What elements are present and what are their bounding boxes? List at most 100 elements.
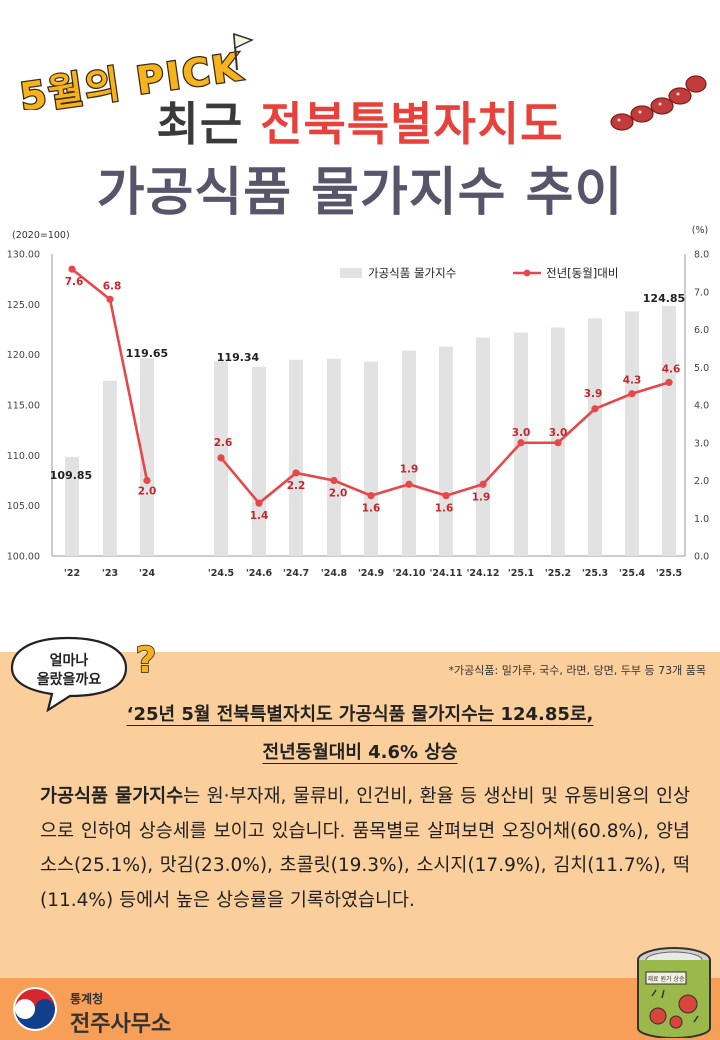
- line-data-label: 1.9: [400, 463, 419, 475]
- x-tick-label: '22: [64, 568, 80, 579]
- bar: [364, 361, 378, 556]
- line-point: [68, 265, 76, 273]
- line-data-label: 4.3: [623, 375, 642, 387]
- bar: [402, 350, 416, 556]
- left-axis-unit: (2020=100): [12, 230, 70, 241]
- right-tick-label: 0.0: [694, 552, 709, 563]
- right-tick-label: 2.0: [694, 476, 709, 487]
- x-tick-label: '24.11: [430, 568, 463, 579]
- price-index-chart: (2020=100) (%) 100.00 105.00 110.00 115.00 120…: [7, 225, 709, 579]
- right-tick-label: 3.0: [694, 438, 709, 449]
- x-tick-label: '25.5: [656, 568, 682, 579]
- right-axis-unit: (%): [692, 225, 708, 236]
- x-tick-label: '23: [102, 568, 118, 579]
- legend-line-marker: [523, 269, 531, 277]
- left-tick-label: 125.00: [7, 300, 40, 311]
- bar: [662, 305, 676, 556]
- left-tick-label: 130.00: [7, 250, 40, 261]
- line-data-label: 2.0: [329, 488, 348, 500]
- line-point: [517, 439, 525, 447]
- x-tick-label: '24: [139, 568, 156, 579]
- legend-bar-swatch: [340, 268, 362, 278]
- line-data-label: 3.0: [549, 427, 568, 439]
- org-name-small: 통계청: [70, 992, 104, 1006]
- line-point: [143, 476, 151, 485]
- line-point: [591, 405, 599, 413]
- x-tick-label: '24.10: [393, 568, 426, 579]
- title-prefix: 최근: [156, 97, 261, 151]
- canned-food-icon: 재료 원가 상승: [637, 947, 711, 1038]
- legend-bar-label: 가공식품 물가지수: [368, 266, 456, 280]
- x-tick-label: '24.6: [246, 568, 273, 579]
- x-tick-label: '25.3: [582, 568, 608, 579]
- line-point: [442, 492, 450, 500]
- headline-line2: 전년동월대비 4.6% 상승: [262, 742, 458, 763]
- right-tick-label: 7.0: [694, 287, 709, 298]
- right-tick-label: 4.0: [694, 401, 709, 412]
- x-tick-label: '24.5: [208, 568, 234, 579]
- x-tick-label: '24.9: [358, 568, 384, 579]
- line-point: [217, 454, 225, 462]
- x-tick-label: '24.8: [321, 568, 348, 579]
- line-data-label: 1.6: [435, 503, 454, 515]
- line-data-label: 2.2: [287, 480, 306, 492]
- svg-text:?: ?: [136, 640, 157, 681]
- bar: [252, 366, 266, 556]
- right-tick-label: 8.0: [694, 250, 709, 261]
- body-bold-term: 가공식품 물가지수: [40, 786, 184, 807]
- x-tick-label: '24.12: [467, 568, 500, 579]
- right-tick-label: 5.0: [694, 363, 709, 374]
- line-point: [330, 476, 338, 485]
- footnote: *가공식품: 밀가루, 국수, 라면, 당면, 두부 등 73개 품목: [448, 664, 706, 677]
- line-data-label: 7.6: [65, 276, 84, 288]
- line-point: [292, 469, 300, 477]
- right-tick-label: 6.0: [694, 325, 709, 336]
- speech-bubble: 얼마나 올랐을까요 ?: [10, 636, 157, 712]
- line-data-label: 3.0: [512, 427, 531, 439]
- statistics-korea-logo: [13, 987, 57, 1031]
- info-panel: [0, 652, 720, 1040]
- line-data-label: 1.9: [472, 491, 491, 503]
- bar: [625, 311, 639, 556]
- bubble-line2: 올랐을까요: [37, 671, 102, 688]
- can-label: 재료 원가 상승: [648, 975, 685, 983]
- page-title-line1: 최근 전북특별자치도: [0, 88, 720, 154]
- bar-data-label: 109.85: [50, 469, 92, 482]
- bubble-line1: 얼마나: [50, 653, 89, 669]
- line-point: [405, 480, 413, 488]
- bar: [289, 359, 303, 556]
- question-mark-icon: ?: [135, 639, 157, 682]
- bar: [476, 337, 490, 556]
- bar-data-label: 124.85: [643, 292, 685, 305]
- line-point: [665, 378, 673, 386]
- line-point: [255, 499, 263, 507]
- line-point: [554, 439, 562, 447]
- x-tick-label: '25.1: [508, 568, 534, 579]
- pick-badge: 5월의 PICK: [16, 32, 254, 110]
- line-data-label: 2.0: [138, 486, 157, 498]
- line-data-label: 2.6: [214, 437, 233, 449]
- headline-line1: ‘25년 5월 전북특별자치도 가공식품 물가지수는 124.85로,: [126, 704, 594, 725]
- body-paragraph: 가공식품 물가지수는 원·부자재, 물류비, 인건비, 환율 등 생산비 및 유…: [40, 780, 690, 918]
- line-point: [479, 480, 487, 488]
- bar-data-label: 119.65: [126, 347, 168, 360]
- page-title-line2: 가공식품 물가지수 추이: [96, 163, 624, 223]
- sausage-icon: [610, 75, 707, 131]
- bar: [65, 456, 79, 556]
- org-name-big: 전주사무소: [70, 1012, 172, 1037]
- footer-bar: [0, 978, 720, 1040]
- x-tick-label: '25.2: [545, 568, 571, 579]
- left-tick-label: 110.00: [7, 451, 40, 462]
- line-data-label: 4.6: [662, 363, 681, 375]
- line-point: [367, 492, 375, 500]
- left-tick-label: 120.00: [7, 350, 40, 361]
- title-highlight: 전북특별자치도: [260, 97, 564, 151]
- left-tick-label: 100.00: [7, 552, 40, 563]
- legend-line-label: 전년[동월]대비: [546, 266, 618, 280]
- flag-icon: [233, 32, 254, 71]
- left-tick-label: 115.00: [7, 401, 40, 412]
- line-point: [106, 295, 114, 303]
- bar: [588, 318, 602, 556]
- left-tick-label: 105.00: [7, 501, 40, 512]
- line-data-label: 3.9: [584, 388, 603, 400]
